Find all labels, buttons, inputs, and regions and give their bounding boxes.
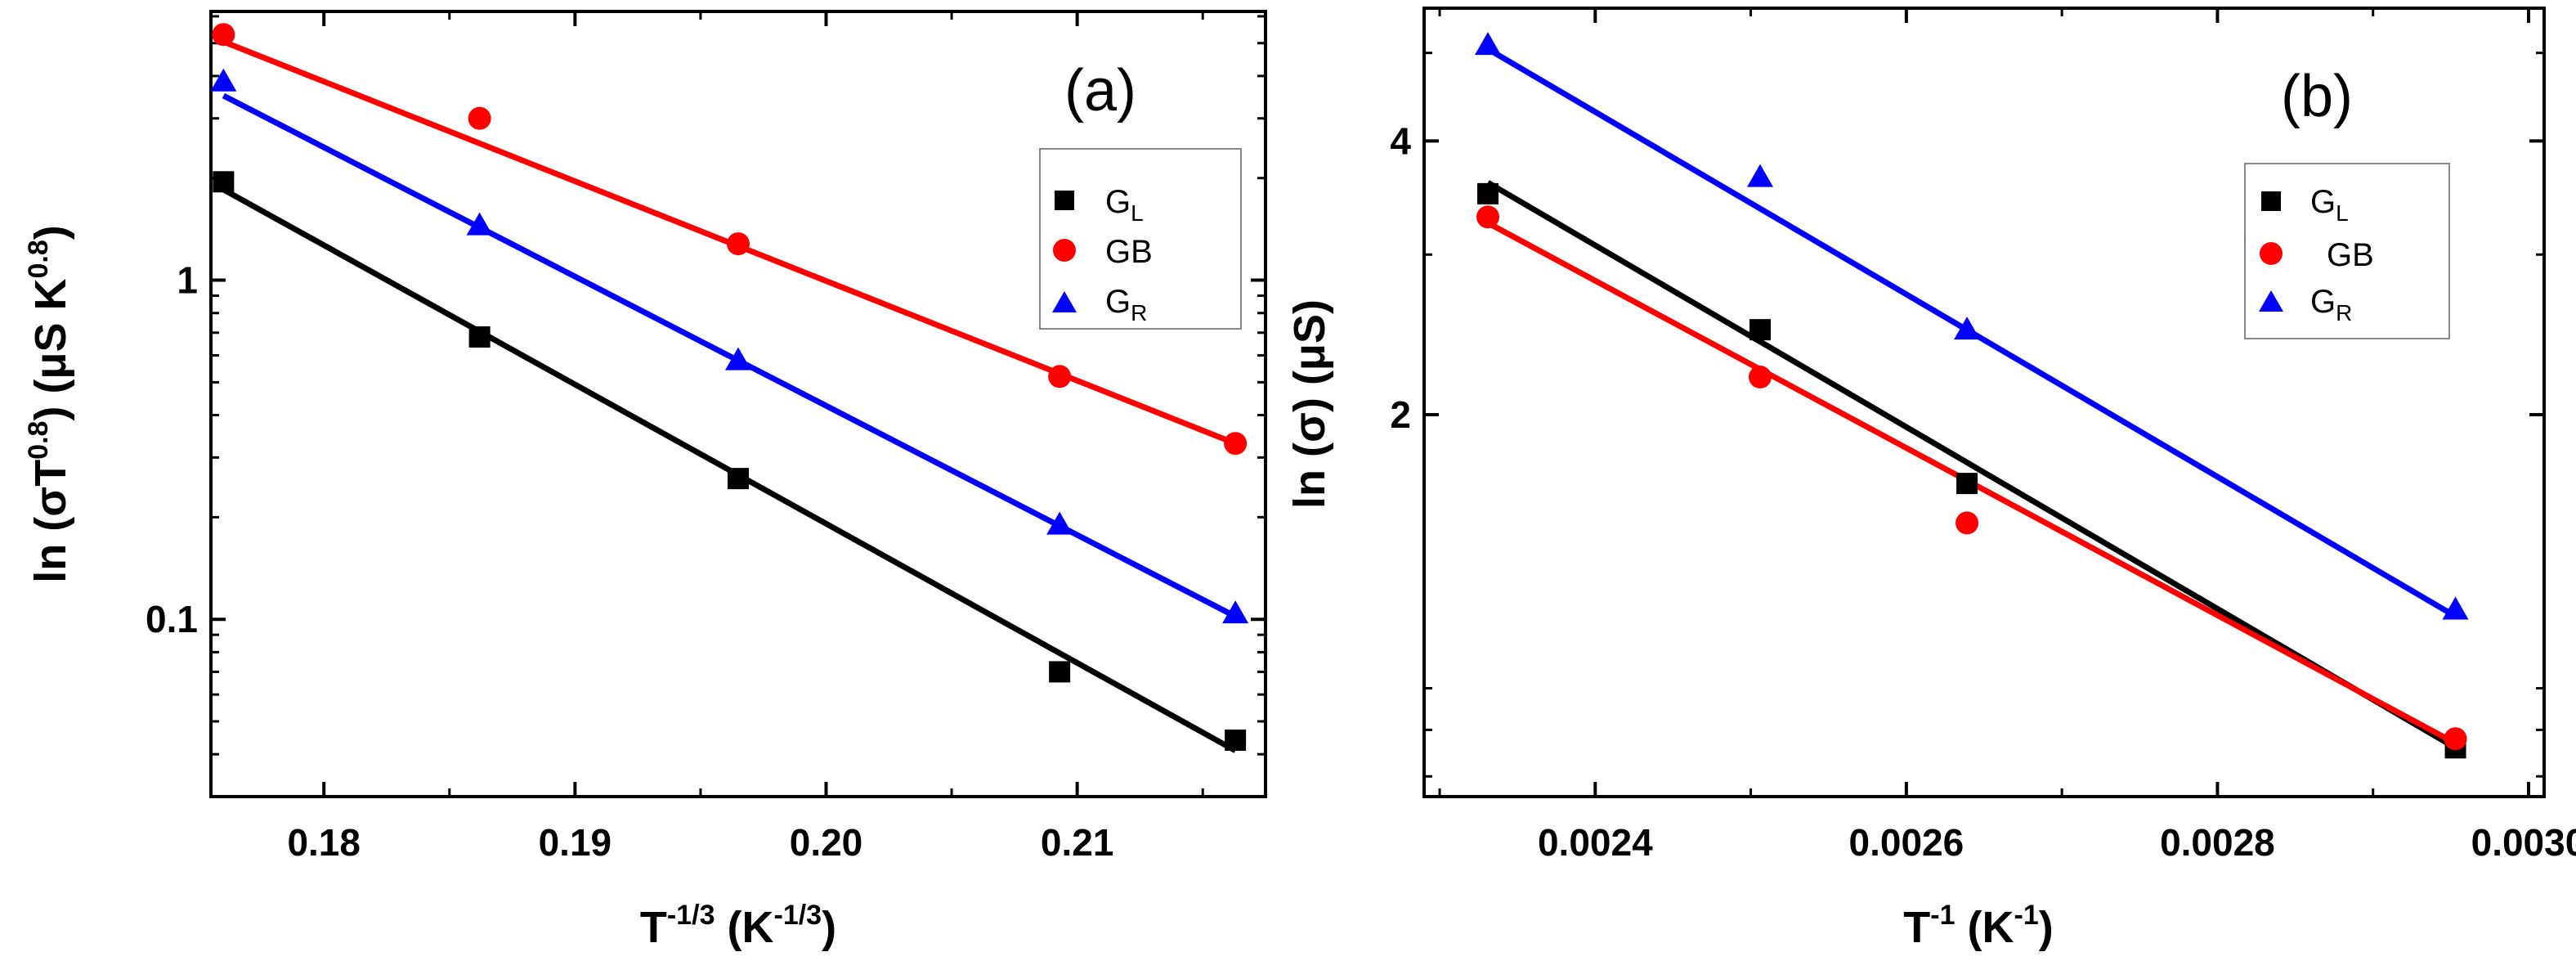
y-axis-title-mid: ) (μS K — [26, 279, 75, 421]
data-point-gl — [1749, 319, 1771, 341]
x-axis-title-close: ) — [822, 903, 836, 952]
plot-frame-a — [209, 10, 1267, 798]
x-tick-label: 0.0026 — [1849, 821, 1964, 864]
y-axis-title-sup2: 0.8 — [23, 240, 54, 278]
data-point-gr — [1046, 511, 1073, 535]
x-axis-title-unit: (K — [715, 903, 774, 952]
data-point-gr — [1954, 317, 1981, 340]
legend-marker-triangle — [2259, 290, 2283, 312]
data-point-gr — [1747, 164, 1773, 187]
y-axis-title-b: ln (σ) (μS) — [1285, 299, 1334, 509]
x-axis-title-sup: -1/3 — [667, 900, 715, 931]
legend-box — [1039, 148, 1242, 330]
data-point-gl — [1477, 182, 1499, 204]
data-point-gb — [1224, 432, 1248, 456]
data-point-gr — [466, 212, 493, 236]
legend-label-gr: GR — [1105, 284, 1147, 326]
data-point-gb — [1956, 511, 1979, 535]
data-point-gr — [725, 347, 751, 370]
y-axis-title-a: ln (σT0.8) (μS K0.8) — [23, 225, 75, 582]
data-point-gb — [1476, 205, 1500, 229]
axis-ticks-a — [211, 11, 1266, 798]
data-point-gb — [1749, 365, 1772, 388]
data-point-gl — [1956, 473, 1978, 495]
fit-lines-b — [1486, 46, 2457, 751]
data-markers-b — [1475, 32, 2469, 759]
legend-label-base: G — [2310, 284, 2336, 320]
panel-a: 0.18 0.19 0.20 0.21 0.1 1 (a) T-1/3 (K-1… — [23, 10, 1267, 952]
data-point-gl — [728, 468, 749, 490]
x-axis-title-unit-sup: -1 — [2014, 900, 2039, 931]
data-point-gr — [1475, 32, 1502, 56]
x-tick-label: 0.0024 — [1538, 821, 1653, 864]
x-tick-label: 0.0028 — [2160, 821, 2275, 864]
y-axis-title-close: ) — [26, 225, 75, 240]
legend-marker-square — [2261, 191, 2281, 211]
legend-label-sub: L — [1131, 200, 1144, 226]
x-axis-title-b: T-1 (K-1) — [1903, 900, 2053, 952]
legend-marker-triangle — [1052, 291, 1077, 312]
data-point-gr — [2442, 596, 2469, 620]
legend-label-gl: GL — [1105, 184, 1144, 226]
y-axis-title-base: ln (σT — [26, 460, 75, 583]
legend-label-gr: GR — [2310, 284, 2352, 326]
x-axis-title-unit-sup: -1/3 — [774, 900, 822, 931]
axis-ticks-b — [1424, 8, 2544, 797]
y-tick-label: 1 — [177, 259, 198, 302]
panel-label-b: (b) — [2281, 64, 2353, 129]
legend-label-gb: GB — [1105, 234, 1153, 270]
x-axis-title-sup: -1 — [1930, 900, 1955, 931]
legend-marker-circle — [1053, 239, 1076, 262]
legend-label-base: G — [2310, 184, 2336, 220]
y-tick-label: 0.1 — [146, 598, 198, 640]
data-point-gr — [210, 68, 237, 92]
y-tick-label: 4 — [1390, 119, 1411, 162]
x-tick-label: 0.0030 — [2471, 821, 2576, 864]
data-point-gb — [2444, 727, 2467, 751]
legend-a: GL GB GR — [1039, 148, 1242, 330]
data-point-gb — [468, 106, 491, 130]
x-axis-title-unit: (K — [1956, 903, 2014, 952]
data-point-gb — [1048, 365, 1072, 388]
legend-marker-square — [1055, 191, 1074, 210]
x-tick-label: 0.19 — [539, 821, 612, 864]
x-tick-label: 0.21 — [1041, 821, 1114, 864]
legend-label-sub: R — [2336, 300, 2352, 326]
x-axis-title-close: ) — [2039, 903, 2054, 952]
data-point-gl — [468, 326, 491, 348]
x-axis-title-a: T-1/3 (K-1/3) — [640, 900, 836, 952]
panel-b: 0.0024 0.0026 0.0028 0.0030 2 4 (b) T-1 … — [1285, 7, 2576, 952]
y-tick-label: 2 — [1390, 393, 1411, 436]
x-tick-label: 0.20 — [790, 821, 863, 864]
legend-label-gb: GB — [2327, 237, 2374, 273]
legend-label-sub: L — [2336, 200, 2349, 226]
data-point-gr — [1222, 600, 1249, 624]
data-point-gb — [212, 23, 235, 47]
plot-frame-b — [1422, 7, 2546, 798]
legend-label-base: G — [1105, 284, 1131, 320]
legend-b: GL GB GR — [2244, 163, 2450, 339]
legend-label-sub: R — [1131, 300, 1147, 326]
x-axis-title-base: T — [640, 903, 667, 952]
legend-label-gl: GL — [2310, 184, 2349, 226]
data-point-gl — [213, 171, 235, 193]
data-point-gl — [1049, 661, 1071, 683]
panel-label-a: (a) — [1064, 58, 1136, 123]
data-point-gl — [1225, 730, 1247, 752]
x-tick-label: 0.18 — [287, 821, 361, 864]
data-markers-a — [210, 23, 1249, 752]
y-axis-title-sup: 0.8 — [23, 421, 54, 460]
legend-label-base: G — [1105, 184, 1131, 220]
legend-marker-circle — [2260, 242, 2283, 265]
fit-lines-a — [222, 38, 1237, 753]
x-axis-title-base: T — [1903, 903, 1930, 952]
data-point-gb — [727, 232, 750, 256]
